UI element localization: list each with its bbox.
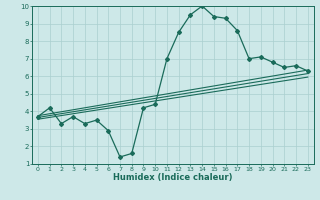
X-axis label: Humidex (Indice chaleur): Humidex (Indice chaleur) [113, 173, 233, 182]
